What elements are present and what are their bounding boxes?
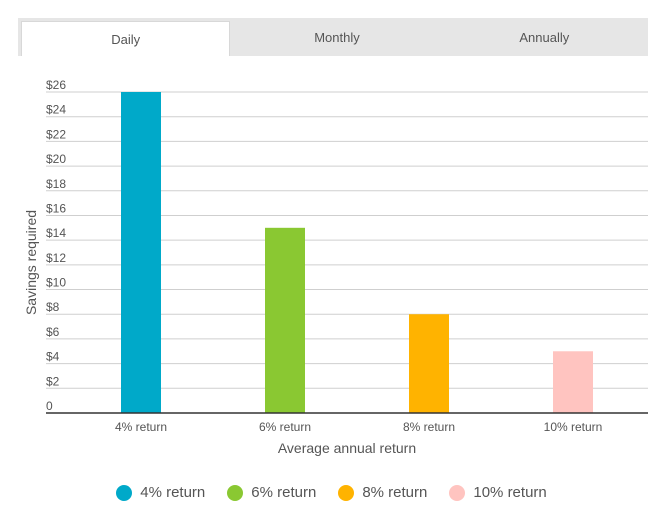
- legend-label: 10% return: [473, 484, 547, 501]
- x-tick-label: 6% return: [259, 420, 311, 434]
- legend-item-4pct[interactable]: 4% return: [116, 484, 205, 501]
- legend-label: 8% return: [362, 484, 428, 501]
- y-tick-label: $22: [46, 127, 66, 141]
- x-tick-label: 8% return: [403, 420, 455, 434]
- bar-10-return[interactable]: [553, 351, 593, 413]
- y-axis-label: Savings required: [23, 210, 39, 315]
- bars: [121, 92, 593, 413]
- tab-monthly[interactable]: Monthly: [314, 29, 360, 45]
- y-tick-label: $20: [46, 152, 66, 166]
- legend-swatch-icon: [116, 484, 133, 501]
- y-tick-label: $26: [46, 78, 66, 92]
- legend-item-8pct[interactable]: 8% return: [338, 484, 427, 501]
- legend-swatch-icon: [227, 484, 244, 501]
- x-axis-label: Average annual return: [278, 440, 416, 456]
- legend-item-6pct[interactable]: 6% return: [227, 484, 316, 501]
- y-tick-label: $12: [46, 251, 66, 265]
- y-tick-label: $2: [46, 374, 60, 388]
- tab-annually[interactable]: Annually: [519, 29, 570, 45]
- y-tick-label: $8: [46, 300, 60, 314]
- legend-label: 6% return: [251, 484, 317, 501]
- legend-item-10pct[interactable]: 10% return: [449, 484, 547, 501]
- x-tick-label: 4% return: [115, 420, 167, 434]
- bar-8-return[interactable]: [409, 314, 449, 413]
- y-tick-label: 0: [46, 399, 53, 413]
- legend: 4% return 6% return 8% return 10% return: [0, 484, 663, 501]
- y-tick-label: $6: [46, 325, 60, 339]
- y-tick-label: $4: [46, 350, 60, 364]
- period-tabs: Daily Monthly Annually: [18, 18, 648, 56]
- legend-label: 4% return: [140, 484, 206, 501]
- legend-swatch-icon: [338, 484, 355, 501]
- chart-area: 0 $2 $4 $6 $8 $10 $12 $14 $16 $18 $20 $22 $24 $26 4% …: [0, 60, 663, 460]
- x-tick-labels: 4% return 6% return 8% return 10% return: [115, 420, 602, 434]
- legend-swatch-icon: [449, 484, 466, 501]
- y-tick-labels: 0 $2 $4 $6 $8 $10 $12 $14 $16 $18 $20 $22 $24 $26: [46, 78, 66, 413]
- tab-daily[interactable]: Daily: [21, 21, 231, 56]
- y-tick-label: $16: [46, 201, 66, 215]
- bar-6-return[interactable]: [265, 227, 305, 413]
- bar-4-return[interactable]: [121, 92, 161, 413]
- y-tick-label: $10: [46, 276, 66, 290]
- x-tick-label: 10% return: [544, 420, 603, 434]
- y-tick-label: $14: [46, 226, 66, 240]
- y-tick-label: $18: [46, 177, 66, 191]
- bar-chart: 0 $2 $4 $6 $8 $10 $12 $14 $16 $18 $20 $22 $24 $26 4% …: [23, 78, 648, 456]
- y-tick-label: $24: [46, 103, 66, 117]
